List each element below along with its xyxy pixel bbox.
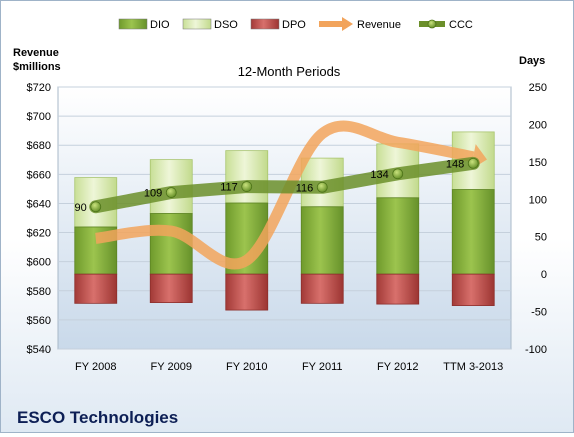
ccc-marker [90,201,102,213]
ccc-data-label: 148 [446,158,464,170]
left-tick-label: $560 [27,315,51,327]
ccc-data-label: 109 [144,188,162,200]
bar-dpo [74,273,118,304]
legend-swatch-arrow [342,17,353,31]
legend-swatch [182,18,212,30]
company-name: ESCO Technologies [17,408,178,427]
ccc-data-label: 116 [296,182,314,194]
revenue-line [95,120,475,270]
category-label: TTM 3-2013 [443,361,503,373]
legend-swatch [250,18,280,30]
bar-dio [451,189,495,275]
left-tick-label: $700 [27,111,51,123]
category-label: FY 2009 [151,361,192,373]
category-label: FY 2010 [226,361,267,373]
ccc-data-label: 134 [370,169,388,181]
legend-label: DSO [214,19,238,31]
ccc-data-label: 117 [220,182,238,194]
right-tick-label: 250 [529,82,547,94]
right-axis-title: Days [519,55,545,67]
ccc-marker [392,168,404,180]
legend-label: DIO [150,19,170,31]
right-tick-label: -100 [525,344,547,356]
right-axis-ticks: -100 -50 0 50 100 150 200 250 [525,82,547,356]
ccc-data-label: 90 [75,202,87,214]
legend-swatch [118,18,148,30]
left-tick-label: $580 [27,286,51,298]
bar-dpo [225,273,269,311]
ccc-marker [316,181,328,193]
ccc-layer: 90 109 117 116 134 148 [75,156,480,214]
right-tick-label: -50 [531,307,547,319]
legend-label: Revenue [357,19,401,31]
right-tick-label: 0 [541,269,547,281]
bar-dio [376,197,420,275]
legend-item-dso: DSO [182,18,238,31]
plot-area [57,86,512,350]
left-tick-label: $640 [27,198,51,210]
category-label: FY 2011 [302,361,343,373]
bar-dio [300,206,344,275]
ccc-marker [467,157,479,169]
legend-label: CCC [449,19,473,31]
right-tick-label: 50 [535,232,547,244]
bar-dpo [376,273,420,305]
ccc-marker [165,187,177,198]
legend-label: DPO [282,19,306,31]
right-tick-label: 100 [529,194,547,206]
category-labels: FY 2008 FY 2009 FY 2010 FY 2011 FY 2012 TTM 3… [75,361,503,373]
ccc-marker [241,181,253,192]
bar-dio [149,213,193,275]
left-axis-ticks: $540 $560 $580 $600 $620 $640 $660 $680 $700 $720 [27,82,51,356]
legend: DIO DSO DPO Revenue CCC [118,17,473,31]
bar-dpo [451,273,495,306]
legend-item-revenue: Revenue [319,17,401,31]
left-tick-label: $660 [27,169,51,181]
left-tick-label: $620 [27,228,51,240]
category-label: FY 2012 [377,361,418,373]
right-tick-label: 150 [529,157,547,169]
ccc-line [89,156,480,214]
legend-item-dpo: DPO [250,18,306,31]
chart-title: 12-Month Periods [238,64,341,79]
bar-dpo [300,273,344,304]
left-tick-label: $600 [27,257,51,269]
legend-item-dio: DIO [118,18,170,31]
left-axis-title: Revenue $millions [13,47,61,73]
bar-dso [225,150,269,204]
legend-swatch-marker [427,19,437,29]
legend-item-ccc: CCC [419,19,473,31]
left-tick-label: $680 [27,140,51,152]
left-tick-label: $540 [27,344,51,356]
bar-dpo [149,273,193,303]
category-label: FY 2008 [75,361,116,373]
left-tick-label: $720 [27,82,51,94]
right-tick-label: 200 [529,119,547,131]
